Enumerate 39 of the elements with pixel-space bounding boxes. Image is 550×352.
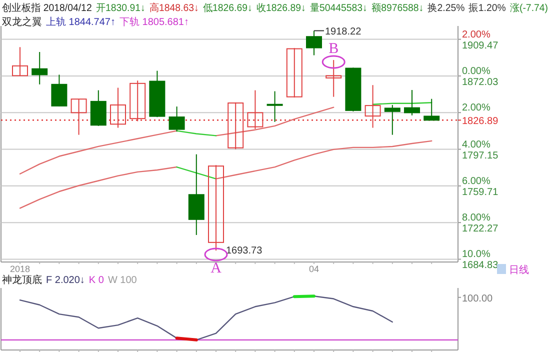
y2-tick-label: 10.0% xyxy=(462,249,490,260)
y2-tick-label: 0.00% xyxy=(462,66,490,77)
text: 量50445583↓ xyxy=(310,3,370,14)
text: 振1.20% xyxy=(468,2,508,14)
text: K 0 xyxy=(88,275,104,286)
annotation: B xyxy=(328,41,339,58)
chart-subtitle: 双龙之翼 xyxy=(2,16,42,28)
text: 低1826.69↓ xyxy=(202,3,254,14)
chart-title: 神龙顶底 xyxy=(2,274,42,286)
y2-tick-label: 6.00% xyxy=(462,176,490,187)
x-tick-label: 04 xyxy=(308,264,320,274)
y-tick-label: 1797.15 xyxy=(462,150,499,162)
text: 上轨 1844.747↑ xyxy=(46,16,116,28)
y2-tick-label: 2.00% xyxy=(462,29,490,40)
chart-title: 创业板指 2018/04/12 xyxy=(2,2,95,14)
annotation: A xyxy=(210,260,222,277)
text: 下轨 1805.681↑ xyxy=(120,16,189,28)
text: W 100 xyxy=(108,275,138,286)
text: 收1826.89↓ xyxy=(256,3,308,14)
annotation: 1693.73 xyxy=(226,246,263,257)
y-tick-label: 1684.83 xyxy=(462,260,499,272)
y-tick-label: 1759.71 xyxy=(462,186,499,198)
text: 换2.25% xyxy=(428,2,466,14)
y2-tick-label: 8.00% xyxy=(462,212,490,224)
y2-tick-label: 2.00% xyxy=(462,102,490,114)
text: 涨(-7.74) xyxy=(510,2,550,14)
text: 开1830.91↓ xyxy=(96,3,147,14)
text: 100.00 xyxy=(462,293,494,304)
annotation: 1918.22 xyxy=(325,26,362,38)
y-tick-label: 1909.47 xyxy=(462,40,499,52)
y2-tick-label: 4.00% xyxy=(462,139,490,150)
y-tick-label: 1722.27 xyxy=(462,224,499,235)
x-tick-label: 2018 xyxy=(10,264,30,274)
text: 日线 xyxy=(509,264,529,276)
text: 额8976588↓ xyxy=(371,2,426,14)
text: F 2.020↓ xyxy=(46,275,85,286)
text: 高1848.63↓ xyxy=(149,2,200,14)
ref-line-label: 1826.89 xyxy=(462,116,499,128)
y-tick-label: 1872.03 xyxy=(462,76,499,88)
